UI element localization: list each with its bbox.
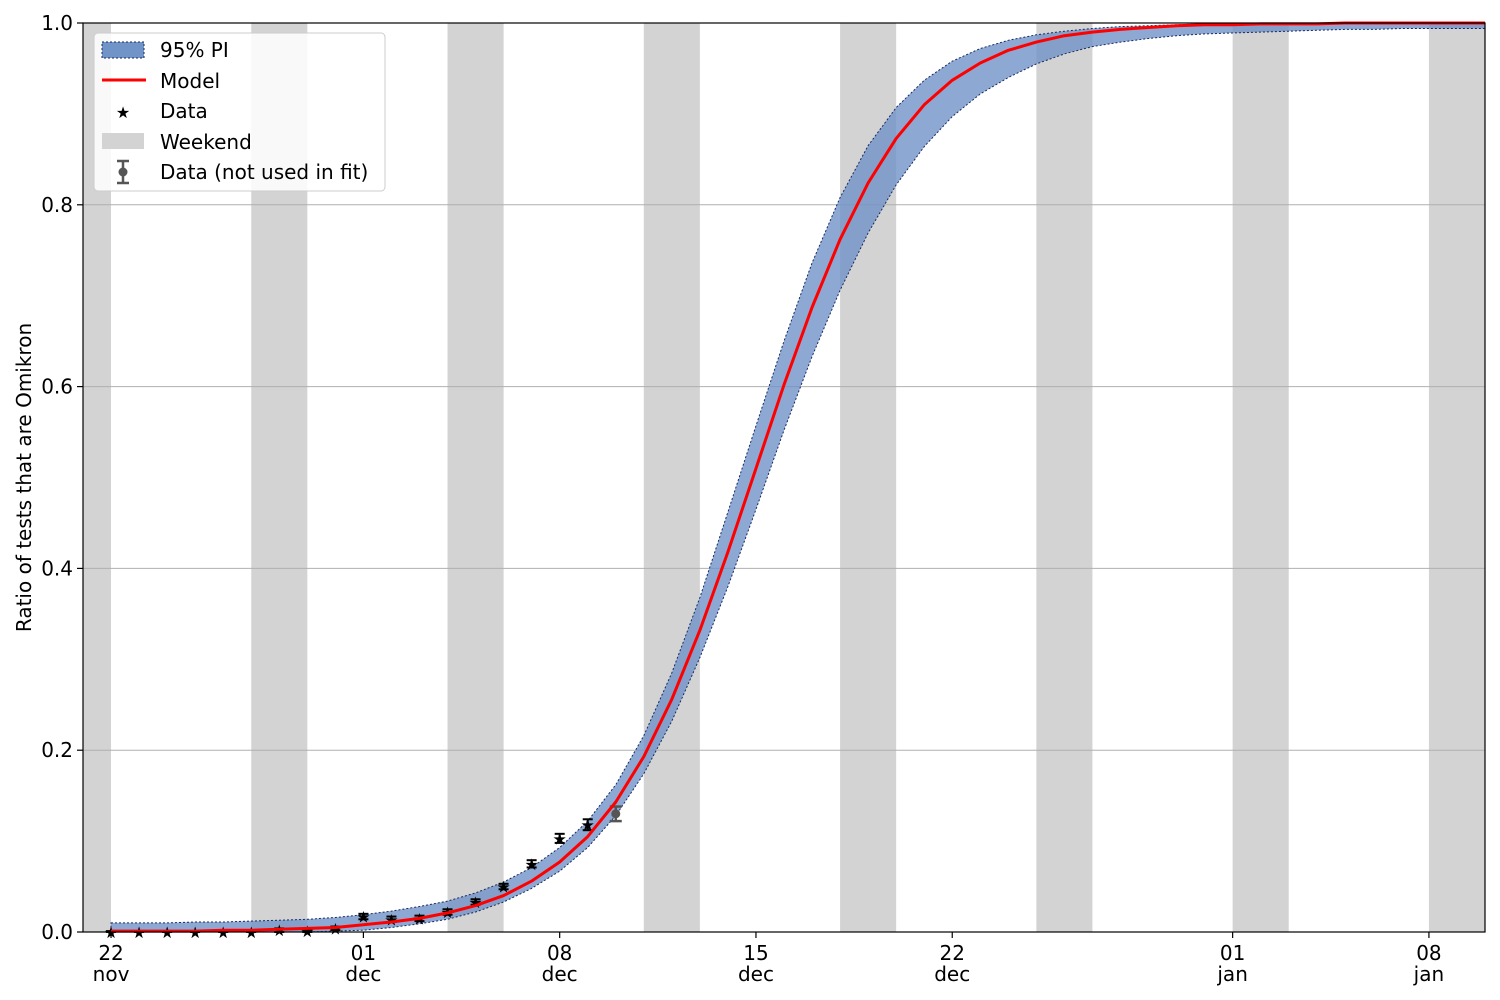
x-tick-label-day: 22 [940, 941, 965, 965]
legend-label-model: Model [160, 69, 220, 93]
axes-frame [82, 22, 1486, 933]
legend-label-pi: 95% PI [160, 38, 229, 62]
weekend-band [447, 23, 504, 932]
x-tick-label-day: 08 [547, 941, 572, 965]
weekend-band [643, 23, 700, 932]
legend-swatch-not-fit-dot [118, 167, 128, 177]
x-tick-label-month: dec [345, 962, 381, 986]
data-point-star: ★ [553, 829, 567, 848]
legend-label-data: Data [160, 99, 208, 123]
x-tick-label-day: 01 [1220, 941, 1245, 965]
not-fit-point [611, 809, 621, 819]
weekend-band [1232, 23, 1289, 932]
x-tick-label-month: dec [542, 962, 578, 986]
x-tick-label-month: jan [1216, 962, 1248, 986]
legend-frame [93, 32, 386, 192]
data-point-star: ★ [384, 910, 398, 929]
x-tick-label-month: jan [1413, 962, 1445, 986]
prediction-interval-band [110, 22, 1486, 933]
legend-swatch-pi [101, 41, 145, 59]
y-tick-label: 0.0 [41, 920, 73, 944]
pi-band-area [110, 22, 1486, 933]
model-line-path [111, 21, 1485, 933]
x-tick-label-month: nov [93, 962, 130, 986]
y-tick-label: 0.4 [41, 556, 73, 580]
tick-labels: 22nov01dec08dec15dec22dec01jan08jan0.00.… [41, 11, 1444, 986]
y-tick-label: 0.2 [41, 738, 73, 762]
y-tick-label: 0.8 [41, 193, 73, 217]
x-tick-label-month: dec [738, 962, 774, 986]
x-tick-label-day: 22 [98, 941, 123, 965]
axes [82, 22, 1486, 933]
legend-swatch-data-star: ★ [116, 103, 130, 122]
legend-label-data-not-fit: Data (not used in fit) [160, 160, 368, 184]
x-tick-label-day: 15 [743, 941, 768, 965]
x-tick-label-day: 01 [351, 941, 376, 965]
data-point-star: ★ [496, 878, 510, 897]
legend-label-weekend: Weekend [160, 130, 252, 154]
weekend-band [1036, 23, 1093, 932]
weekend-band [1428, 23, 1485, 932]
y-axis-label: Ratio of tests that are Omikron [12, 323, 36, 632]
legend-swatch-weekend [102, 133, 144, 149]
x-tick-label-day: 08 [1416, 941, 1441, 965]
y-tick-label: 0.6 [41, 375, 73, 399]
x-tick-label-month: dec [934, 962, 970, 986]
data-point-star: ★ [356, 908, 370, 927]
model-line [111, 21, 1485, 933]
data-point-star: ★ [524, 855, 538, 874]
legend: 95% PI Model ★ Data Weekend Data (not us… [93, 32, 386, 192]
y-tick-label: 1.0 [41, 11, 73, 35]
